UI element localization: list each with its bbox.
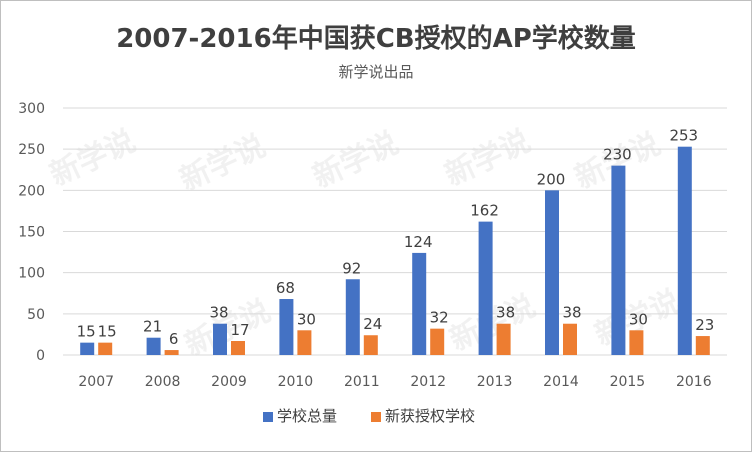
bar-new-authorized bbox=[629, 330, 644, 355]
x-tick-label: 2008 bbox=[145, 374, 181, 390]
bar-school-total bbox=[545, 190, 559, 355]
bar-school-total bbox=[345, 279, 360, 355]
data-label-new-authorized: 15 bbox=[98, 323, 117, 341]
bar-school-total bbox=[213, 323, 227, 355]
bar-school-total bbox=[80, 342, 95, 355]
chart-subtitle: 新学说出品 bbox=[338, 63, 413, 81]
watermark-text: 新学说 bbox=[308, 125, 404, 195]
y-tick-label: 250 bbox=[18, 142, 45, 158]
x-tick-label: 2009 bbox=[211, 374, 247, 390]
legend-label-school-total: 学校总量 bbox=[277, 407, 337, 425]
bars bbox=[80, 146, 710, 355]
bar-new-authorized bbox=[695, 336, 710, 355]
data-label-school-total: 230 bbox=[603, 146, 632, 164]
x-tick-label: 2010 bbox=[278, 374, 314, 390]
x-tick-label: 2007 bbox=[78, 374, 114, 390]
data-labels: 15 15 216381768309224124321623820038230302… bbox=[77, 127, 715, 348]
data-label-school-total: 68 bbox=[276, 279, 295, 297]
x-tick-label: 2014 bbox=[543, 374, 579, 390]
y-tick-label: 150 bbox=[18, 225, 45, 241]
data-label-new-authorized: 38 bbox=[496, 304, 515, 322]
bar-new-authorized bbox=[430, 328, 445, 355]
y-tick-label: 50 bbox=[27, 307, 45, 323]
legend-swatch-new-authorized bbox=[371, 412, 381, 422]
bar-school-total bbox=[478, 221, 493, 355]
chart-title: 2007-2016年中国获CB授权的AP学校数量 bbox=[116, 23, 636, 54]
data-label-new-authorized: 30 bbox=[297, 310, 316, 328]
data-label-school-total: 92 bbox=[342, 259, 361, 277]
data-label-new-authorized: 30 bbox=[629, 310, 648, 328]
bar-new-authorized bbox=[363, 335, 378, 355]
data-label-school-total: 162 bbox=[470, 202, 499, 220]
watermark-text: 新学说 bbox=[45, 123, 141, 193]
bar-school-total bbox=[279, 299, 294, 355]
y-tick-label: 0 bbox=[36, 348, 45, 364]
bar-new-authorized bbox=[496, 323, 511, 355]
x-tick-label: 2015 bbox=[610, 374, 646, 390]
bar-school-total bbox=[611, 165, 626, 355]
bar-school-total bbox=[146, 337, 161, 355]
legend-swatch-school-total bbox=[263, 412, 273, 422]
bar-new-authorized bbox=[297, 330, 312, 355]
y-tick-label: 100 bbox=[18, 266, 45, 282]
data-label-school-total: 253 bbox=[669, 127, 698, 145]
bar-new-authorized bbox=[164, 350, 179, 355]
data-label-new-authorized: 6 bbox=[169, 330, 179, 348]
x-tick-label: 2011 bbox=[344, 374, 380, 390]
bar-school-total bbox=[412, 252, 427, 355]
y-tick-label: 200 bbox=[18, 183, 45, 199]
x-tick-label: 2013 bbox=[477, 374, 513, 390]
watermark-text: 新学说 bbox=[175, 128, 271, 198]
legend: 学校总量 新获授权学校 bbox=[263, 407, 475, 425]
bar-school-total bbox=[677, 146, 692, 355]
legend-label-new-authorized: 新获授权学校 bbox=[385, 407, 475, 425]
data-label-school-total: 200 bbox=[537, 170, 566, 188]
data-label-new-authorized: 23 bbox=[695, 316, 714, 334]
x-tick-label: 2012 bbox=[410, 374, 446, 390]
data-label-new-authorized: 17 bbox=[230, 321, 249, 339]
x-axis-ticks: 2007 2008 2009 2010 2011 2012 2013 2014 2015 2016 bbox=[78, 374, 711, 390]
data-label-school-total: 21 bbox=[143, 318, 162, 336]
data-label-new-authorized: 32 bbox=[430, 309, 449, 327]
data-label-school-total: 15 bbox=[77, 323, 96, 341]
data-label-school-total: 38 bbox=[209, 304, 228, 322]
data-label-school-total: 124 bbox=[404, 233, 433, 251]
x-tick-label: 2016 bbox=[676, 374, 712, 390]
bar-new-authorized bbox=[231, 341, 245, 355]
data-label-new-authorized: 38 bbox=[562, 304, 581, 322]
bar-new-authorized bbox=[563, 323, 577, 355]
data-label-new-authorized: 24 bbox=[363, 315, 382, 333]
y-tick-label: 300 bbox=[18, 101, 45, 117]
bar-new-authorized bbox=[98, 342, 113, 355]
watermark-text: 新学说 bbox=[440, 123, 536, 193]
watermark-text: 新学说 bbox=[445, 288, 541, 358]
y-axis-ticks: 0 50 100 150 200 250 300 bbox=[18, 101, 45, 364]
